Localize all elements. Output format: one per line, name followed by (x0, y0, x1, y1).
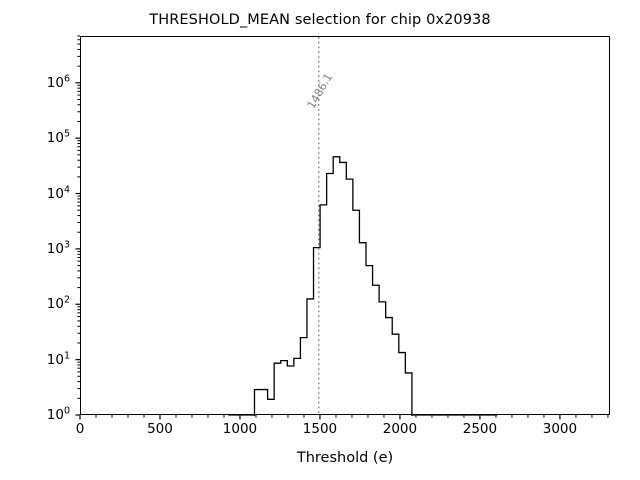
x-tick-label: 1500 (302, 421, 338, 437)
x-axis-label: Threshold (e) (296, 450, 394, 466)
y-tick-label: 101 (46, 350, 70, 368)
y-tick-label: 105 (46, 128, 70, 147)
y-tick-label: 106 (46, 73, 70, 91)
histogram-step-line (228, 156, 498, 416)
x-tick-label: 2500 (462, 421, 498, 437)
y-tick-label: 104 (46, 184, 70, 202)
x-tick-label: 1000 (222, 421, 258, 437)
histogram-svg (228, 37, 498, 416)
page-title: THRESHOLD_MEAN selection for chip 0x2093… (149, 12, 491, 28)
x-tick-label: 0 (75, 421, 85, 437)
plot-area (80, 36, 610, 416)
x-tick-label: 500 (147, 421, 173, 437)
x-tick-label: 3000 (542, 421, 578, 437)
x-tick-label: 2000 (382, 421, 418, 437)
y-tick-label: 102 (46, 294, 70, 313)
y-tick-label: 103 (46, 239, 70, 257)
y-tick-label: 100 (46, 405, 70, 423)
